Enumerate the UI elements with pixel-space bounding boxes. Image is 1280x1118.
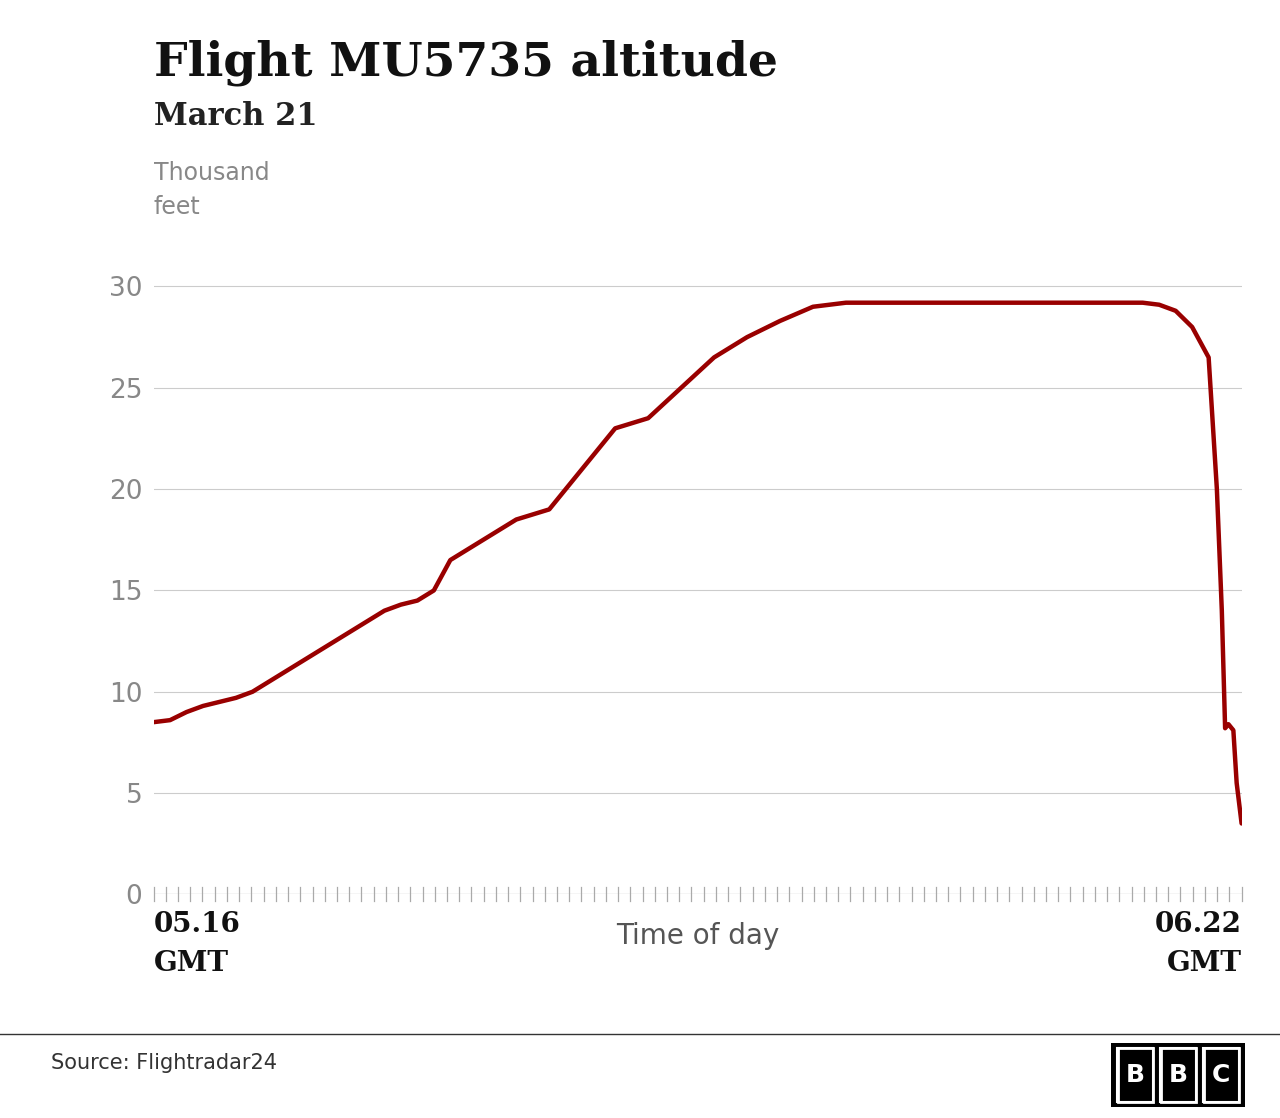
FancyBboxPatch shape: [1117, 1049, 1153, 1101]
Text: Flight MU5735 altitude: Flight MU5735 altitude: [154, 39, 778, 86]
FancyBboxPatch shape: [1203, 1049, 1239, 1101]
Bar: [1160, 1049, 1197, 1101]
Text: Source: Flightradar24: Source: Flightradar24: [51, 1053, 278, 1073]
Text: 06.22: 06.22: [1155, 911, 1242, 938]
Text: B: B: [1169, 1063, 1188, 1087]
Text: Time of day: Time of day: [616, 922, 780, 950]
FancyBboxPatch shape: [1161, 1049, 1196, 1101]
Text: GMT: GMT: [1166, 950, 1242, 977]
Text: March 21: March 21: [154, 101, 317, 132]
Text: Thousand: Thousand: [154, 161, 269, 184]
Text: C: C: [1212, 1063, 1230, 1087]
Text: B: B: [1125, 1063, 1144, 1087]
Text: GMT: GMT: [154, 950, 229, 977]
Bar: [1117, 1049, 1153, 1101]
Text: 05.16: 05.16: [154, 911, 241, 938]
Text: feet: feet: [154, 195, 201, 218]
Bar: [1203, 1049, 1239, 1101]
